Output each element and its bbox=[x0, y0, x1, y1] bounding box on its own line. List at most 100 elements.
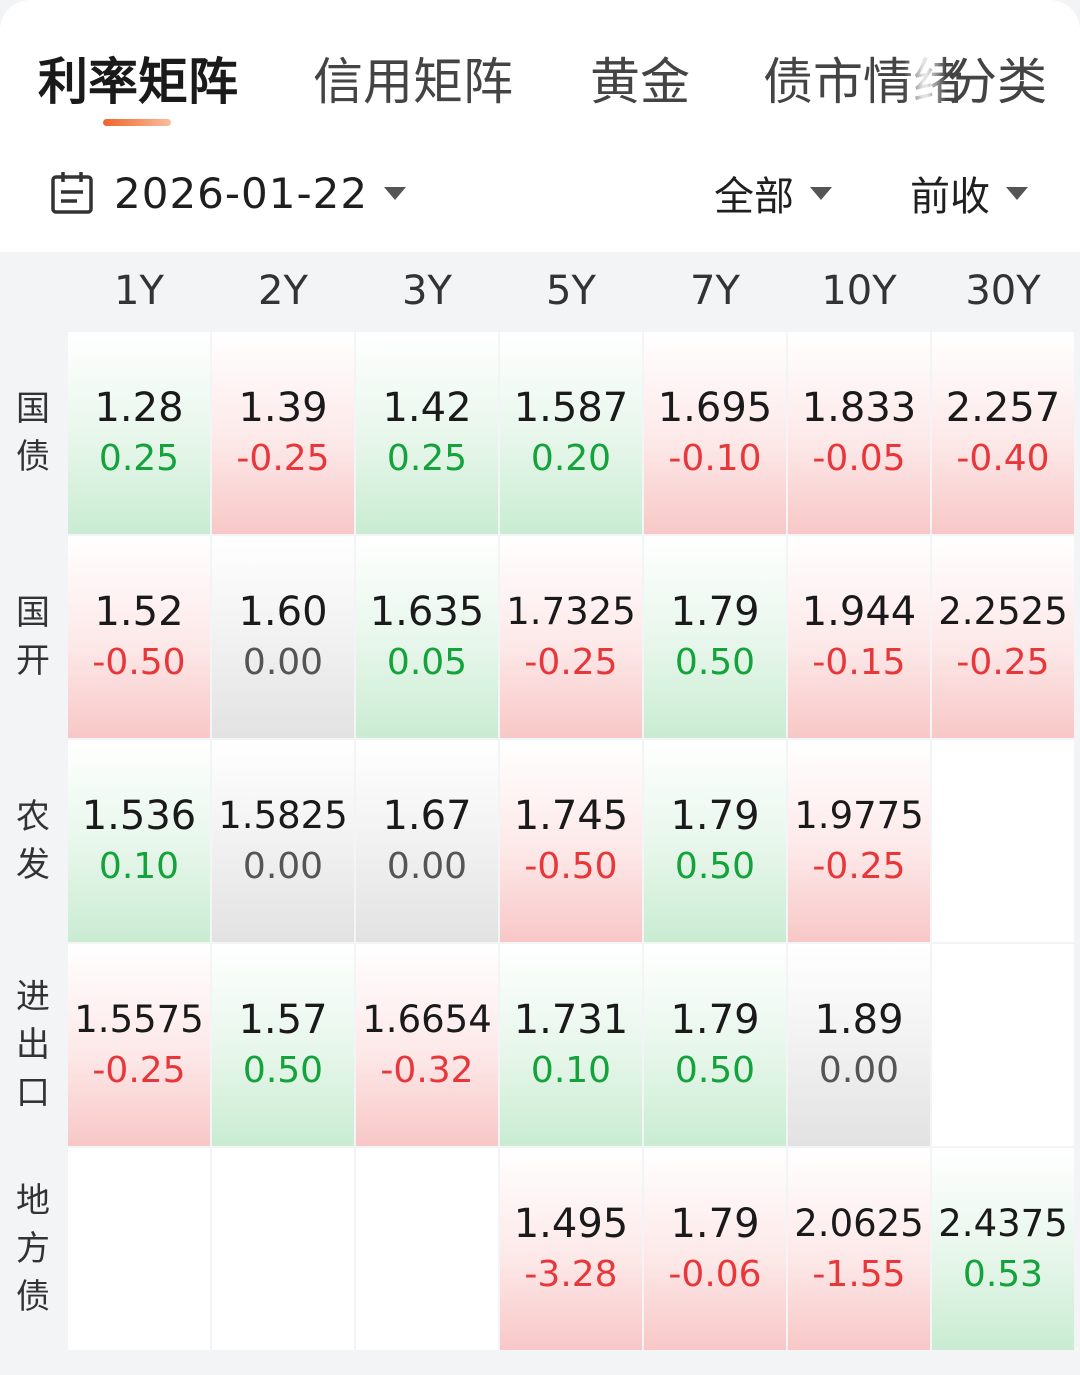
rate-value: 1.6654 bbox=[362, 998, 492, 1041]
change-value: -0.25 bbox=[524, 642, 618, 683]
row-header-char: 开 bbox=[16, 641, 50, 681]
rate-cell[interactable]: 1.52 -0.50 bbox=[68, 536, 210, 738]
rate-value: 1.536 bbox=[81, 793, 197, 839]
rate-cell[interactable]: 1.745 -0.50 bbox=[500, 740, 642, 942]
column-header-5y: 5Y bbox=[500, 252, 642, 330]
tab-rate-matrix[interactable]: 利率矩阵 bbox=[38, 53, 238, 111]
rate-value: 1.695 bbox=[657, 385, 773, 431]
active-tab-indicator bbox=[103, 119, 171, 126]
rate-cell[interactable]: 1.5575 -0.25 bbox=[68, 944, 210, 1146]
rate-value: 1.731 bbox=[513, 997, 629, 1043]
row-header-char: 方 bbox=[16, 1229, 50, 1269]
rate-cell[interactable]: 1.42 0.25 bbox=[356, 332, 498, 534]
rate-cell[interactable]: 1.635 0.05 bbox=[356, 536, 498, 738]
change-value: 0.50 bbox=[674, 642, 756, 683]
change-value: 0.50 bbox=[674, 1050, 756, 1091]
row-header-char: 国 bbox=[16, 593, 50, 633]
change-value: -0.40 bbox=[956, 438, 1050, 479]
row-header: 地方债 bbox=[0, 1148, 66, 1350]
row-header-char: 农 bbox=[16, 797, 50, 837]
rate-cell[interactable]: 2.257 -0.40 bbox=[932, 332, 1074, 534]
change-value: -0.25 bbox=[956, 642, 1050, 683]
rate-cell[interactable]: 1.67 0.00 bbox=[356, 740, 498, 942]
rate-cell[interactable]: 1.28 0.25 bbox=[68, 332, 210, 534]
date-picker[interactable]: 2026-01-22 bbox=[50, 168, 407, 218]
rate-cell[interactable]: 1.731 0.10 bbox=[500, 944, 642, 1146]
rate-value: 1.495 bbox=[513, 1201, 629, 1247]
column-header-1y: 1Y bbox=[68, 252, 210, 330]
filter-bar: 2026-01-22 全部 前收 bbox=[0, 150, 1080, 240]
rate-value: 2.257 bbox=[945, 385, 1061, 431]
rate-cell[interactable]: 1.6654 -0.32 bbox=[356, 944, 498, 1146]
rate-value: 1.745 bbox=[513, 793, 629, 839]
price-basis-value: 前收 bbox=[910, 174, 990, 220]
rate-value: 1.5825 bbox=[218, 794, 348, 837]
change-value: 0.00 bbox=[386, 846, 468, 887]
rate-cell[interactable]: 2.2525 -0.25 bbox=[932, 536, 1074, 738]
scope-dropdown[interactable]: 全部 bbox=[714, 168, 832, 220]
rate-cell[interactable]: 1.536 0.10 bbox=[68, 740, 210, 942]
rate-matrix-table: 1Y 2Y 3Y 5Y 7Y 10Y 30Y 国债 1.28 0.25 1.39 -0.25 1.42 0… bbox=[0, 252, 1080, 1352]
rate-value: 1.587 bbox=[513, 385, 629, 431]
row-header: 国债 bbox=[0, 332, 66, 534]
rate-cell[interactable]: 1.79 0.50 bbox=[644, 740, 786, 942]
rate-cell[interactable]: 1.9775 -0.25 bbox=[788, 740, 930, 942]
rate-value: 1.7325 bbox=[506, 590, 636, 633]
rate-cell[interactable]: 1.833 -0.05 bbox=[788, 332, 930, 534]
rate-value: 1.79 bbox=[670, 793, 760, 839]
rate-cell[interactable]: 1.587 0.20 bbox=[500, 332, 642, 534]
rate-value: 1.39 bbox=[238, 385, 328, 431]
rate-value: 2.2525 bbox=[938, 590, 1068, 633]
tab-bar: 利率矩阵 信用矩阵 黄金 债市情绪 分类 bbox=[0, 0, 1080, 140]
rate-cell[interactable]: 1.7325 -0.25 bbox=[500, 536, 642, 738]
row-header: 国开 bbox=[0, 536, 66, 738]
change-value: 0.00 bbox=[242, 642, 324, 683]
change-value: -1.55 bbox=[812, 1254, 906, 1295]
chevron-down-icon bbox=[384, 186, 407, 200]
rate-cell[interactable]: 1.89 0.00 bbox=[788, 944, 930, 1146]
rate-cell[interactable]: 2.0625 -1.55 bbox=[788, 1148, 930, 1350]
rate-cell[interactable]: 1.695 -0.10 bbox=[644, 332, 786, 534]
rate-cell[interactable]: 1.495 -3.28 bbox=[500, 1148, 642, 1350]
rate-cell[interactable]: 1.79 0.50 bbox=[644, 536, 786, 738]
rate-cell[interactable]: 1.79 -0.06 bbox=[644, 1148, 786, 1350]
change-value: -0.25 bbox=[236, 438, 330, 479]
scope-value: 全部 bbox=[714, 174, 794, 220]
rate-value: 1.79 bbox=[670, 1201, 760, 1247]
column-header-7y: 7Y bbox=[644, 252, 786, 330]
change-value: 0.05 bbox=[386, 642, 468, 683]
date-value: 2026-01-22 bbox=[114, 168, 369, 218]
row-header-char: 地 bbox=[16, 1181, 50, 1221]
calendar-icon bbox=[50, 171, 94, 215]
price-basis-dropdown[interactable]: 前收 bbox=[910, 168, 1028, 220]
tab-credit-matrix[interactable]: 信用矩阵 bbox=[313, 53, 513, 111]
column-header-10y: 10Y bbox=[788, 252, 930, 330]
rate-value: 1.79 bbox=[670, 997, 760, 1043]
change-value: -0.32 bbox=[380, 1050, 474, 1091]
rate-cell[interactable]: 2.4375 0.53 bbox=[932, 1148, 1074, 1350]
chevron-down-icon bbox=[810, 186, 832, 200]
change-value: 0.10 bbox=[98, 846, 180, 887]
rate-cell[interactable]: 1.57 0.50 bbox=[212, 944, 354, 1146]
rate-value: 1.60 bbox=[238, 589, 328, 635]
row-header-char: 国 bbox=[16, 389, 50, 429]
tab-category[interactable]: 分类 bbox=[947, 53, 1047, 111]
empty-cell bbox=[932, 944, 1074, 1146]
change-value: -0.06 bbox=[668, 1254, 762, 1295]
rate-cell[interactable]: 1.79 0.50 bbox=[644, 944, 786, 1146]
change-value: 0.50 bbox=[674, 846, 756, 887]
rate-cell[interactable]: 1.5825 0.00 bbox=[212, 740, 354, 942]
tab-bond-sentiment[interactable]: 债市情绪 bbox=[763, 53, 963, 111]
rate-cell[interactable]: 1.39 -0.25 bbox=[212, 332, 354, 534]
change-value: 0.00 bbox=[242, 846, 324, 887]
rate-cell[interactable]: 1.60 0.00 bbox=[212, 536, 354, 738]
empty-cell bbox=[932, 740, 1074, 942]
change-value: -0.10 bbox=[668, 438, 762, 479]
row-header: 农发 bbox=[0, 740, 66, 942]
rate-value: 1.9775 bbox=[794, 794, 924, 837]
rate-value: 1.635 bbox=[369, 589, 485, 635]
tab-gold[interactable]: 黄金 bbox=[590, 53, 690, 111]
rate-cell[interactable]: 1.944 -0.15 bbox=[788, 536, 930, 738]
rate-value: 1.79 bbox=[670, 589, 760, 635]
change-value: -0.25 bbox=[812, 846, 906, 887]
